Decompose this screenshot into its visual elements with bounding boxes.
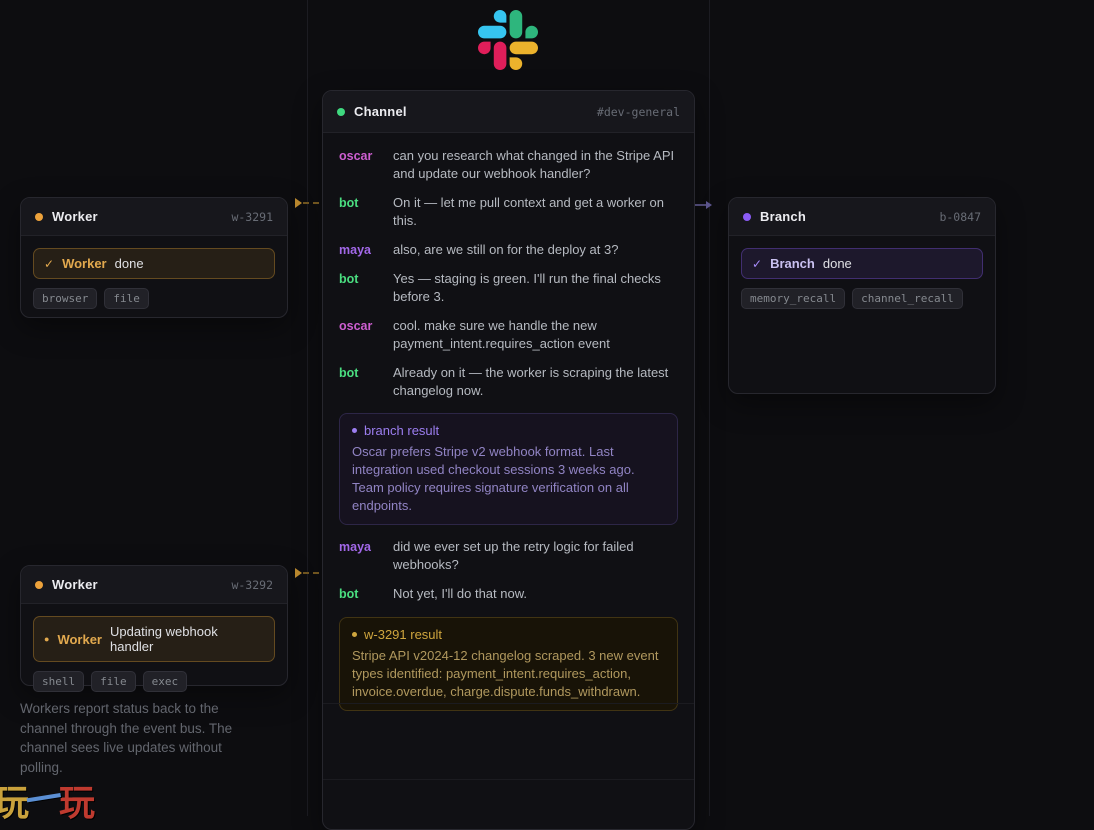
message-author: oscar — [339, 318, 373, 333]
arrow-right-icon — [706, 201, 712, 209]
check-icon: ✓ — [44, 256, 55, 271]
channel-divider — [323, 703, 694, 704]
tag-chip: shell — [33, 671, 85, 692]
capability-tags: browser file — [33, 288, 275, 309]
activity-dot-icon: ● — [44, 633, 50, 644]
message-text: can you research what changed in the Str… — [393, 148, 675, 181]
branch-result-dot — [352, 427, 357, 433]
worker-status-row: ✓ Worker done — [33, 248, 275, 279]
worker-status-row: ● Worker Updating webhook handler — [33, 616, 275, 662]
worker-card-w3292: Worker w-3292 ● Worker Updating webhook … — [20, 565, 288, 692]
channel-header: Channel #dev-general — [323, 91, 694, 133]
chat-message: maya also, are we still on for the deplo… — [339, 241, 678, 259]
chat-message: bot Already on it — the worker is scrapi… — [339, 364, 678, 400]
status-text: Updating webhook handler — [110, 624, 218, 654]
check-icon: ✓ — [752, 256, 763, 271]
status-text: done — [822, 256, 852, 271]
chat-message: bot Not yet, I'll do that now. — [339, 585, 678, 603]
message-text: Yes — staging is green. I'll run the fin… — [393, 271, 661, 304]
branch-header: Branch b-0847 — [729, 198, 995, 236]
status-label: Worker — [62, 256, 107, 271]
branch-card: Branch b-0847 ✓ Branch done memory_recal… — [728, 197, 996, 394]
message-author: bot — [339, 587, 359, 602]
worker-result-card: w-3291 result Stripe API v2024-12 change… — [339, 616, 678, 712]
worker-status-dot — [35, 580, 43, 589]
branch-title: Branch — [760, 209, 806, 224]
worker-result-title: w-3291 result — [364, 626, 443, 642]
chat-message: bot On it — let me pull context and get … — [339, 194, 678, 230]
channel-divider — [323, 779, 694, 780]
message-text: cool. make sure we handle the new paymen… — [393, 317, 610, 351]
status-label: Branch — [770, 256, 815, 271]
message-author: bot — [339, 272, 359, 286]
status-label: Worker — [57, 631, 102, 647]
watermark-char: 一 — [22, 776, 62, 823]
branch-result-body: Oscar prefers Stripe v2 webhook format. … — [352, 443, 635, 514]
tag-chip: memory_recall — [741, 288, 846, 309]
tag-chip: file — [91, 671, 136, 692]
chat-message: oscar cool. make sure we handle the new … — [339, 317, 678, 353]
worker-header: Worker w-3291 — [21, 198, 287, 236]
tag-chip: file — [104, 288, 149, 309]
chat-message: bot Yes — staging is green. I'll run the… — [339, 270, 678, 306]
slack-logo-icon — [478, 10, 538, 70]
channel-id: #dev-general — [596, 104, 680, 119]
channel-status-dot — [337, 107, 345, 116]
message-text: Not yet, I'll do that now. — [393, 586, 527, 602]
chat-message: oscar can you research what changed in t… — [339, 147, 678, 183]
channel-title: Channel — [354, 104, 407, 119]
tag-chip: exec — [142, 671, 188, 692]
message-author: bot — [339, 195, 359, 210]
event-bus-note: Workers report status back to the channe… — [20, 701, 233, 776]
channel-branch-connector — [695, 201, 712, 209]
branch-result-card: branch result Oscar prefers Stripe v2 we… — [339, 412, 678, 526]
branch-id: b-0847 — [939, 209, 981, 224]
status-text: done — [114, 256, 144, 271]
worker-result-dot — [352, 631, 357, 637]
channel-card: Channel #dev-general oscar can you resea… — [322, 90, 695, 830]
capability-tags: shell file exec — [33, 671, 275, 692]
branch-result-title: branch result — [364, 422, 440, 438]
worker-id: w-3292 — [231, 577, 273, 592]
message-text: also, are we still on for the deploy at … — [393, 241, 619, 257]
arrow-right-icon — [295, 568, 302, 578]
branch-status-dot — [743, 212, 751, 221]
watermark-char: 玩 — [59, 782, 95, 823]
worker-status-dot — [35, 212, 43, 221]
worker-title: Worker — [52, 577, 98, 592]
worker-header: Worker w-3292 — [21, 566, 287, 604]
message-author: oscar — [339, 149, 373, 163]
message-text: Already on it — the worker is scraping t… — [393, 364, 669, 398]
capability-tags: memory_recall channel_recall — [741, 288, 983, 309]
arrow-right-icon — [295, 198, 302, 208]
tag-chip: channel_recall — [852, 288, 963, 309]
worker-id: w-3291 — [231, 209, 273, 224]
worker-title: Worker — [52, 209, 98, 224]
message-author: maya — [339, 540, 371, 555]
message-author: maya — [339, 242, 371, 257]
event-bus-line-left — [307, 0, 308, 816]
tag-chip: browser — [33, 288, 98, 309]
worker-result-body: Stripe API v2024-12 changelog scraped. 3… — [352, 647, 659, 699]
chat-message: maya did we ever set up the retry logic … — [339, 538, 678, 574]
message-text: On it — let me pull context and get a wo… — [393, 194, 664, 228]
message-author: bot — [339, 365, 359, 380]
watermark-logo: 玩一玩 — [0, 774, 95, 826]
worker1-channel-connector — [295, 198, 319, 208]
worker-card-w3291: Worker w-3291 ✓ Worker done browser file — [20, 197, 288, 318]
worker2-channel-connector — [295, 568, 319, 578]
branch-status-row: ✓ Branch done — [741, 248, 983, 279]
message-text: did we ever set up the retry logic for f… — [393, 539, 634, 573]
event-bus-line-right — [709, 0, 710, 816]
message-list: oscar can you research what changed in t… — [323, 133, 694, 713]
